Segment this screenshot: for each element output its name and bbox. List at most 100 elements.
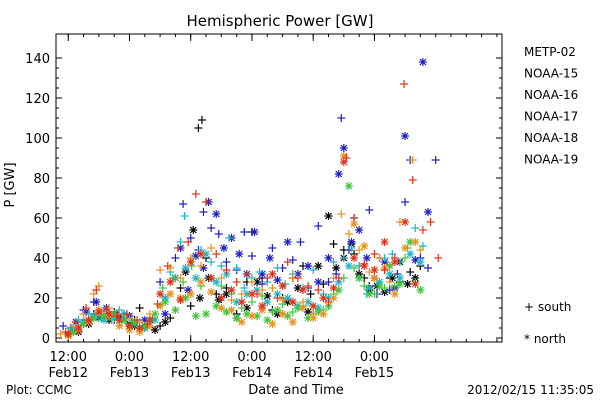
north-marker <box>283 238 292 246</box>
north-marker-d2 <box>115 316 123 324</box>
south-marker <box>337 114 346 122</box>
south-marker <box>222 266 231 274</box>
north-marker-d2 <box>268 270 276 278</box>
south-marker <box>179 200 188 208</box>
south-marker <box>288 256 297 264</box>
north-marker-d2 <box>411 280 419 288</box>
legend-item-noaa-16: NOAA-16 <box>524 88 578 102</box>
north-marker-d2 <box>251 228 258 236</box>
south-marker <box>247 252 256 260</box>
x-tick-date-label: Feb12 <box>48 366 88 381</box>
north-marker <box>416 258 425 266</box>
north-marker <box>150 326 159 334</box>
north-marker <box>314 278 323 286</box>
north-marker-d2 <box>161 310 169 318</box>
north-marker-d2 <box>284 238 292 246</box>
north-marker-d2 <box>126 322 133 330</box>
south-marker <box>283 258 292 266</box>
north-marker <box>145 316 154 324</box>
north-marker-d2 <box>263 316 271 324</box>
south-marker <box>370 250 379 258</box>
y-tick-label: 80 <box>33 172 50 187</box>
north-marker <box>125 322 134 330</box>
north-marker-d2 <box>419 58 427 66</box>
north-marker-d2 <box>187 290 195 298</box>
north-marker <box>232 314 241 322</box>
north-marker <box>309 302 318 310</box>
north-marker-d2 <box>381 238 389 246</box>
north-marker <box>64 330 73 338</box>
south-marker <box>329 258 338 266</box>
south-marker <box>401 254 410 262</box>
x-tick-time-label: 12:00 <box>172 350 209 365</box>
north-marker-d2 <box>258 302 266 310</box>
north-marker-d2 <box>401 218 409 226</box>
north-marker-d2 <box>325 254 332 262</box>
north-marker <box>186 258 195 266</box>
north-marker-d2 <box>279 282 286 290</box>
north-marker-d2 <box>416 286 424 294</box>
north-marker-d2 <box>386 270 394 278</box>
north-marker-d2 <box>202 250 210 258</box>
north-marker-d2 <box>309 302 317 310</box>
south-marker <box>355 246 364 254</box>
south-marker <box>314 286 323 294</box>
south-marker <box>304 282 313 290</box>
north-marker-d2 <box>233 314 241 322</box>
north-marker <box>219 244 228 252</box>
north-marker-d2 <box>228 306 235 314</box>
north-marker <box>74 324 83 332</box>
south-marker <box>288 308 297 316</box>
north-marker <box>263 316 272 324</box>
north-marker-d2 <box>223 290 230 298</box>
north-marker <box>344 262 353 270</box>
north-marker-d2 <box>161 318 169 326</box>
timestamp: 2012/02/15 11:35:05 <box>467 383 594 397</box>
north-marker-d2 <box>350 254 358 262</box>
south-marker <box>59 322 68 330</box>
x-tick-date-label: Feb13 <box>110 366 150 381</box>
south-marker <box>408 156 417 164</box>
north-marker-d2 <box>299 304 307 312</box>
north-marker <box>283 294 292 302</box>
north-marker <box>268 320 277 328</box>
south-marker <box>184 238 193 246</box>
north-marker <box>186 290 195 298</box>
north-marker <box>222 290 231 298</box>
north-marker <box>298 286 307 294</box>
north-marker-d2 <box>332 264 340 272</box>
south-marker <box>56 330 65 338</box>
north-marker-d2 <box>279 310 286 318</box>
south-marker <box>122 310 131 318</box>
north-marker <box>166 278 175 286</box>
north-marker <box>161 298 170 306</box>
north-marker-d2 <box>263 292 271 300</box>
south-marker <box>365 206 374 214</box>
north-marker-d2 <box>348 238 355 246</box>
north-marker-d2 <box>243 290 251 298</box>
data-markers <box>56 58 443 340</box>
x-tick-time-label: 0:00 <box>237 350 266 365</box>
x-tick-time-label: 12:00 <box>294 350 331 365</box>
north-marker-d2 <box>274 276 281 284</box>
north-marker-d2 <box>355 274 363 282</box>
north-marker-d2 <box>365 284 373 292</box>
north-marker <box>273 276 282 284</box>
north-marker-d2 <box>274 306 281 314</box>
north-marker-d2 <box>391 258 399 266</box>
north-marker-d2 <box>187 258 195 266</box>
south-marker <box>194 124 203 132</box>
north-marker <box>411 280 420 288</box>
north-marker-d2 <box>233 298 241 306</box>
south-marker <box>232 264 241 272</box>
x-tick-date-label: Feb14 <box>232 366 272 381</box>
south-marker <box>156 266 165 274</box>
south-marker <box>268 284 277 292</box>
north-marker-d2 <box>330 294 338 302</box>
north-marker-d2 <box>289 318 297 326</box>
legend: METP-02 NOAA-15 NOAA-16 NOAA-17 NOAA-18 NOAA-… <box>524 45 578 346</box>
north-marker <box>385 270 394 278</box>
north-marker <box>156 290 165 298</box>
north-marker-d2 <box>304 298 312 306</box>
y-tick-label: 120 <box>25 92 50 107</box>
